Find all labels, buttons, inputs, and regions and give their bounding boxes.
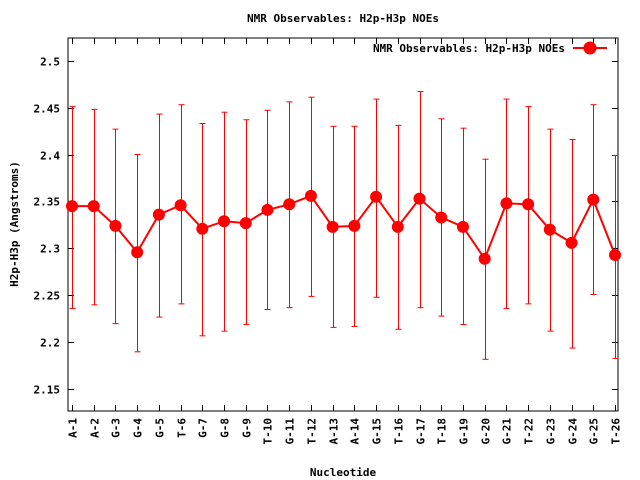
data-point — [261, 203, 274, 216]
x-tick-label: G-4 — [132, 418, 145, 438]
x-tick-label: G-3 — [110, 418, 123, 438]
data-point — [239, 217, 252, 230]
y-tick-label: 2.35 — [34, 196, 61, 209]
x-tick-label: A-13 — [328, 418, 341, 445]
x-tick-label: T-22 — [523, 418, 536, 445]
y-tick-label: 2.2 — [40, 337, 60, 350]
x-tick-label: G-17 — [415, 418, 428, 445]
x-tick-label: T-26 — [610, 418, 623, 445]
data-point — [435, 211, 448, 224]
data-point — [326, 220, 339, 233]
y-axis-label: H2p-H3p (Angstroms) — [8, 161, 21, 287]
data-point — [196, 222, 209, 235]
x-axis-label: Nucleotide — [310, 466, 377, 479]
data-marks — [66, 91, 621, 360]
y-tick-label: 2.15 — [34, 384, 61, 397]
data-point — [109, 219, 122, 232]
data-point — [478, 252, 491, 265]
y-tick-label: 2.3 — [40, 243, 60, 256]
data-point — [218, 215, 231, 228]
legend-point-sample — [583, 41, 597, 55]
data-point — [174, 199, 187, 212]
data-point — [522, 198, 535, 211]
x-tick-label: T-10 — [262, 418, 275, 445]
y-tick-label: 2.25 — [34, 290, 61, 303]
data-point — [565, 236, 578, 249]
x-tick-label: G-20 — [480, 418, 493, 445]
y-tick-label: 2.45 — [34, 103, 61, 116]
x-tick-label: T-12 — [306, 418, 319, 445]
x-tick-label: T-16 — [393, 418, 406, 445]
data-point — [66, 200, 78, 213]
x-tick-label: A-14 — [349, 418, 362, 445]
data-point — [609, 249, 621, 262]
x-tick-label: G-23 — [545, 418, 558, 445]
x-tick-label: G-15 — [371, 418, 384, 445]
x-tick-label: A-1 — [67, 418, 80, 438]
x-tick-label: G-21 — [501, 418, 514, 445]
data-point — [348, 219, 361, 232]
data-point — [587, 193, 600, 206]
data-point — [543, 223, 556, 236]
x-tick-label: T-6 — [176, 418, 189, 438]
y-tick-label: 2.5 — [40, 56, 60, 69]
data-point — [283, 198, 296, 211]
x-tick-label: G-9 — [241, 418, 254, 438]
legend-label: NMR Observables: H2p-H3p NOEs — [373, 42, 565, 55]
x-tick-label: G-5 — [154, 418, 167, 438]
x-tick-label: T-18 — [436, 418, 449, 445]
data-point — [456, 220, 469, 233]
data-point — [131, 246, 144, 259]
axes: 2.15 2.2 2.25 2.3 2.35 2.4 2.45 2.5 A-1 A-2 G-3 G-4… — [34, 37, 623, 445]
x-tick-label: G-8 — [219, 418, 232, 438]
data-point — [500, 197, 513, 210]
data-point — [87, 200, 100, 213]
x-tick-label: A-2 — [89, 418, 102, 438]
data-point — [413, 192, 426, 205]
data-point — [152, 208, 165, 221]
x-tick-label: G-11 — [284, 418, 297, 445]
x-tick-label: G-19 — [458, 418, 471, 445]
y-tick-label: 2.4 — [40, 150, 60, 163]
legend: NMR Observables: H2p-H3p NOEs — [373, 41, 607, 55]
x-tick-label: G-25 — [588, 418, 601, 445]
x-tick-label: G-7 — [197, 418, 210, 438]
plot-frame — [67, 37, 619, 412]
data-point — [391, 220, 404, 233]
data-point — [304, 189, 317, 202]
x-tick-label: G-24 — [567, 418, 580, 445]
data-point — [370, 190, 383, 203]
chart-title: NMR Observables: H2p-H3p NOEs — [247, 12, 439, 25]
